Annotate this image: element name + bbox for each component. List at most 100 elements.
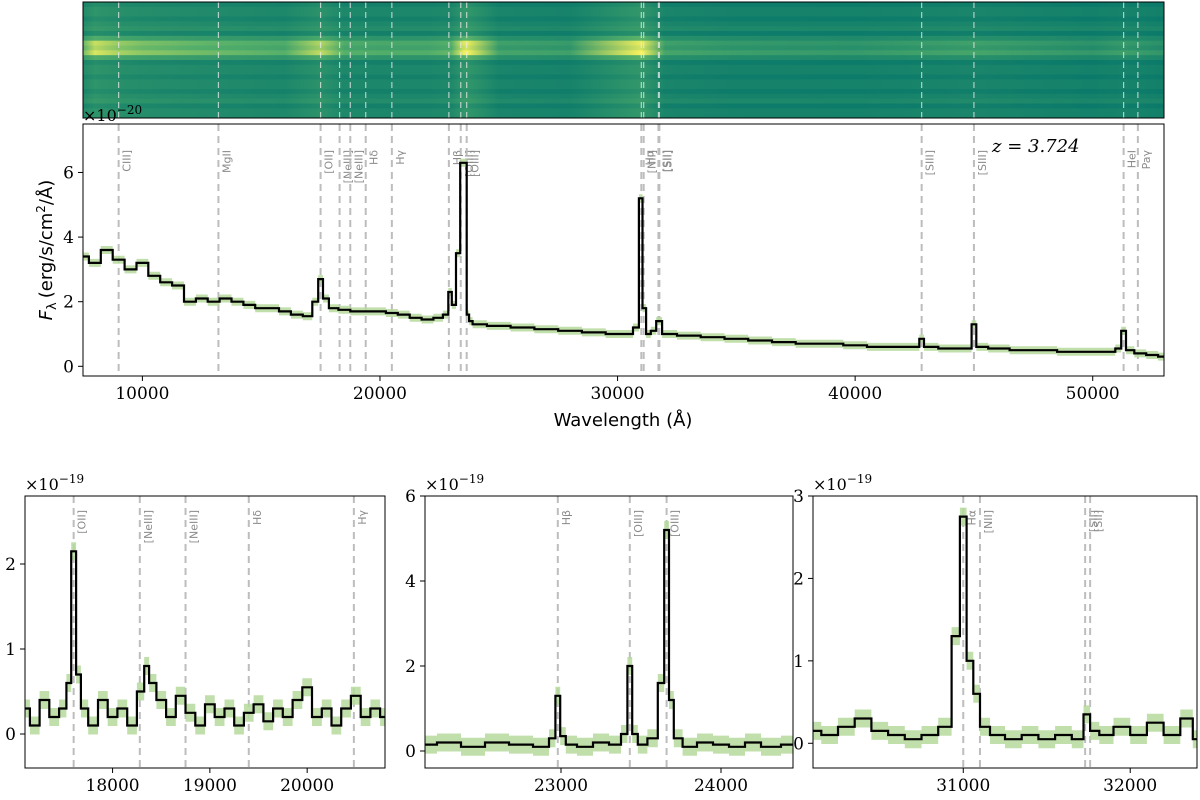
error-band: [813, 507, 1197, 749]
zoom-halpha-line-markers: Hα [NII] [SII][SII]: [962, 496, 1105, 768]
zoom-oii-line-markers: [OII] [NeIII] [NeIII] Hδ Hγ: [72, 496, 369, 768]
line-label: [NeIII]: [342, 150, 355, 183]
y-tick-label: 0: [5, 725, 16, 745]
image-row: [83, 89, 1164, 95]
main-scale-factor: ×10−20: [83, 103, 142, 125]
y-tick-label: 0: [405, 742, 416, 762]
line-label: [SII]: [660, 150, 673, 172]
x-tick-label: 40000: [828, 384, 882, 404]
zoom-oii-ticks: 18000 19000 20000 0 1 2: [5, 555, 334, 796]
main-spectrum-series: [83, 158, 1164, 361]
zoom-panel-oii: [OII] [NeIII] [NeIII] Hδ Hγ 18000 19000 20000 0…: [5, 472, 386, 796]
line-label: [OIII]: [632, 510, 645, 537]
zoom-halpha-ticks: 31000 32000 0 1 2 3: [793, 487, 1157, 796]
image-row: [83, 26, 1164, 32]
zoom-hbeta-line-markers: Hβ [OIII] [OIII]: [556, 496, 682, 768]
line-label: MgII: [220, 150, 233, 173]
image-row: [83, 79, 1164, 85]
x-tick-label: 18000: [86, 776, 140, 796]
image-row: [83, 98, 1164, 104]
image-row: [83, 50, 1164, 56]
error-band: [25, 542, 385, 735]
image-row: [83, 55, 1164, 61]
image-row: [83, 2, 1164, 8]
x-tick-label: 10000: [115, 384, 169, 404]
image-row: [83, 60, 1164, 66]
x-tick-label: 23000: [534, 776, 588, 796]
y-tick-label: 3: [793, 487, 804, 507]
main-line-markers: CIII] MgII [OII] [NeIII][NeIII] Hδ Hγ Hβ[OIII]…: [117, 124, 1153, 376]
image-row: [83, 16, 1164, 22]
y-tick-label: 4: [405, 572, 416, 592]
image-row: [83, 103, 1164, 109]
line-label: [NII]: [982, 510, 995, 533]
line-label: Hδ: [251, 510, 264, 525]
y-tick-label: 1: [793, 652, 804, 672]
x-tick-label: 24000: [694, 776, 748, 796]
main-x-axis-label: Wavelength (Å): [554, 409, 693, 431]
line-label: [NeIII]: [142, 510, 155, 543]
line-label: [NII]: [646, 150, 659, 173]
line-label: Paγ: [1140, 150, 1153, 170]
spectrum-line: [83, 161, 1164, 358]
y-tick-label: 1: [5, 640, 16, 660]
line-label: [OII]: [76, 510, 89, 534]
image-row: [83, 84, 1164, 90]
line-label: CIII]: [121, 150, 134, 172]
spectrum-line: [813, 515, 1197, 741]
main-y-axis-label: Fλ(erg/s/cm2/Å): [34, 180, 60, 321]
line-label: [OIII]: [669, 510, 682, 537]
y-tick-label: 2: [5, 555, 16, 575]
x-tick-label: 32000: [1103, 776, 1157, 796]
zoom-oii-scale-factor: ×10−19: [25, 472, 84, 494]
zoom-halpha-scale-factor: ×10−19: [813, 472, 872, 494]
y-tick-label: 6: [405, 487, 416, 507]
x-tick-label: 20000: [280, 776, 334, 796]
line-label: Hδ: [368, 150, 381, 165]
image-row: [83, 21, 1164, 27]
line-label: Hα: [643, 150, 656, 166]
y-tick-label: 2: [793, 569, 804, 589]
x-tick-label: 20000: [353, 384, 407, 404]
image-row: [83, 40, 1164, 46]
y-tick-label: 2: [63, 293, 74, 313]
line-label: [NeIII]: [188, 510, 201, 543]
line-label: [SIII]: [976, 150, 989, 175]
spectrum-line: [25, 550, 385, 727]
image-row: [83, 64, 1164, 71]
zoom-hbeta-series: [425, 521, 793, 756]
line-label: HeI: [1126, 150, 1139, 168]
image-row: [83, 113, 1164, 118]
image-rows: [83, 2, 1164, 118]
image-row: [83, 31, 1164, 37]
zoom-hbeta-frame: [424, 495, 794, 769]
x-tick-label: 31000: [936, 776, 990, 796]
line-label: [SII]: [661, 150, 674, 172]
zoom-hbeta-scale-factor: ×10−19: [425, 472, 484, 494]
image-row: [83, 108, 1164, 114]
image-row: [83, 11, 1164, 17]
y-tick-label: 0: [793, 734, 804, 754]
zoom-panel-hbeta-oiii: Hβ [OIII] [OIII] 23000 24000 0 2 4 6 ×10−19: [405, 472, 794, 796]
zoom-halpha-frame: [812, 495, 1198, 769]
zoom-halpha-series: [813, 507, 1197, 749]
main-plot-frame: [82, 123, 1165, 377]
line-label: Hα: [965, 510, 978, 526]
main-axis-ticks: 10000 20000 30000 40000 50000 0 2 4 6: [63, 163, 1120, 404]
y-tick-label: 4: [63, 228, 74, 248]
image-row: [83, 6, 1164, 13]
line-label: [OIII]: [469, 150, 482, 177]
image-row: [83, 74, 1164, 80]
y-tick-label: 2: [405, 657, 416, 677]
image-row: [83, 35, 1164, 42]
line-label: Hγ: [356, 510, 369, 525]
image-frame: [82, 1, 1165, 119]
error-band: [425, 521, 793, 756]
zoom-oii-frame: [24, 495, 386, 769]
error-band: [83, 158, 1164, 361]
line-label: [SII]: [1092, 510, 1105, 532]
zoom-oii-series: [25, 542, 385, 735]
x-tick-label: 30000: [591, 384, 645, 404]
